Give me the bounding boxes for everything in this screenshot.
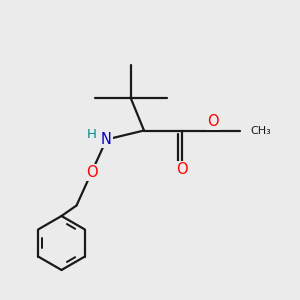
- Text: O: O: [86, 165, 97, 180]
- Text: O: O: [176, 162, 187, 177]
- Text: O: O: [207, 114, 219, 129]
- Text: H: H: [87, 128, 97, 141]
- Text: CH₃: CH₃: [250, 125, 271, 136]
- Text: N: N: [101, 132, 112, 147]
